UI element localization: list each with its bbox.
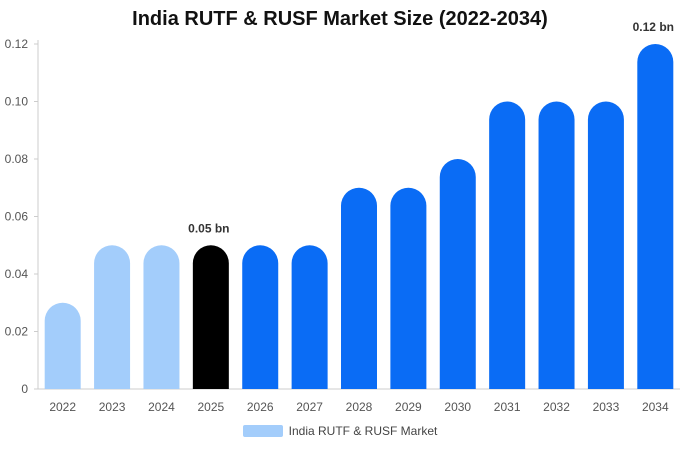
x-tick-label: 2023 [99,400,126,414]
bar-2034 [637,44,674,389]
x-tick-label: 2024 [148,400,175,414]
bar-2028 [341,187,377,389]
x-tick-label: 2033 [593,400,620,414]
y-tick-label: 0.02 [5,325,29,339]
bar-2030 [439,159,476,389]
bar-2029 [390,187,427,389]
x-tick-label: 2031 [494,400,521,414]
y-tick-label: 0.06 [5,210,29,224]
bar-2032 [538,101,575,389]
bar-2026 [242,245,279,389]
x-tick-label: 2026 [247,400,274,414]
y-tick-label: 0.04 [5,267,29,281]
legend-swatch [242,425,283,437]
y-tick-label: 0.10 [5,95,29,109]
x-tick-label: 2027 [296,400,323,414]
x-tick-label: 2032 [543,400,570,414]
y-tick-label: 0.12 [5,37,29,51]
data-label: 0.05 bn [188,221,229,235]
x-tick-label: 2034 [642,400,669,414]
bar-2025 [192,245,229,389]
legend-label: India RUTF & RUSF Market [288,424,438,438]
legend: India RUTF & RUSF Market [0,424,680,438]
bar-2033 [587,101,624,389]
bar-2024 [143,245,180,389]
chart-title: India RUTF & RUSF Market Size (2022-2034… [132,8,548,30]
bar-2027 [291,245,328,389]
y-tick-label: 0.08 [5,152,29,166]
data-label: 0.12 bn [633,20,674,34]
bar-2023 [94,245,131,389]
x-tick-label: 2030 [444,400,471,414]
bar-2031 [489,101,526,389]
x-tick-label: 2028 [346,400,373,414]
y-tick-label: 0 [21,382,28,396]
x-tick-label: 2022 [49,400,76,414]
x-tick-label: 2029 [395,400,422,414]
bar-2022 [44,302,81,389]
x-tick-label: 2025 [197,400,224,414]
